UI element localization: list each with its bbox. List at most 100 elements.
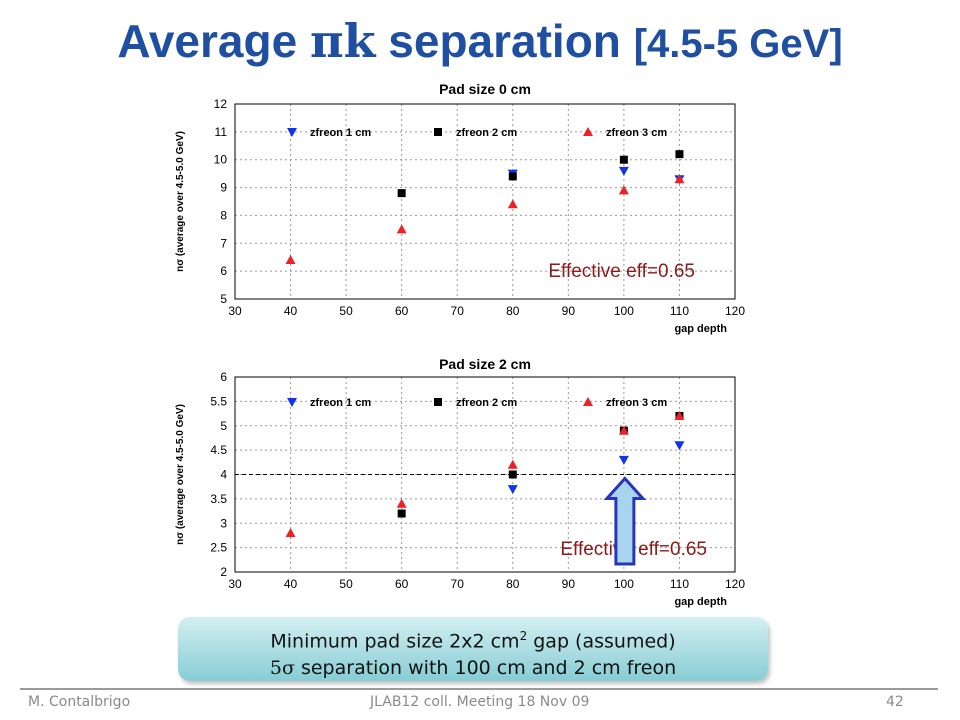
slide-title-text: Average πk separation [4.5-5 GeV] <box>117 14 842 68</box>
x-tick-label: 50 <box>339 304 353 318</box>
x-tick-label: 80 <box>506 577 520 591</box>
y-tick-label: 3 <box>220 516 227 530</box>
data-point <box>397 509 406 518</box>
legend-label: zfreon 1 cm <box>310 127 371 139</box>
y-tick-label: 3.5 <box>210 492 227 506</box>
y-tick-label: 12 <box>214 97 228 111</box>
y-tick-labels: 2 2.5 3 3.5 4 4.5 5 5.5 6 <box>210 370 227 579</box>
y-tick-label: 10 <box>214 153 228 167</box>
x-tick-label: 60 <box>395 577 409 591</box>
legend-label: zfreon 2 cm <box>456 127 517 139</box>
title-main: separation <box>376 15 634 67</box>
data-point <box>396 498 407 508</box>
data-point <box>674 174 685 184</box>
legend-marker <box>287 128 297 137</box>
x-tick-label: 90 <box>562 577 576 591</box>
title-prefix: Average <box>117 15 310 67</box>
data-point <box>507 459 518 469</box>
conclusion-line-1: Minimum pad size 2x2 cm2 gap (assumed) <box>178 623 768 655</box>
data-point <box>508 172 517 181</box>
y-tick-label: 6 <box>220 370 227 384</box>
data-point <box>508 470 517 479</box>
footer-divider <box>20 688 938 690</box>
x-tick-label: 50 <box>339 577 353 591</box>
data-points <box>285 411 685 537</box>
x-tick-label: 60 <box>395 304 409 318</box>
y-tick-label: 8 <box>220 208 227 222</box>
x-tick-label: 100 <box>614 577 634 591</box>
legend-marker <box>434 398 442 406</box>
y-tick-label: 4.5 <box>210 443 227 457</box>
x-tick-label: 110 <box>670 304 689 318</box>
y-axis-label: nσ (average over 4.5-5.0 GeV) <box>175 131 186 272</box>
y-tick-label: 6 <box>220 264 227 278</box>
data-point <box>618 166 629 176</box>
conclusion-line-2: 5σ separation with 100 cm and 2 cm freon <box>178 655 768 682</box>
x-tick-labels: 30 40 50 60 70 80 90 100 110 120 <box>228 577 745 591</box>
x-tick-label: 100 <box>614 304 634 318</box>
x-tick-label: 80 <box>506 304 520 318</box>
plot-frame <box>234 103 736 300</box>
title-range: [4.5-5 GeV] <box>634 22 843 66</box>
y-tick-label: 5 <box>220 419 227 433</box>
data-points <box>285 150 685 264</box>
conclusion-line-1-sup: 2 <box>519 629 528 643</box>
plot-pad-0cm: 5 6 7 8 9 10 11 12 30 40 50 60 70 80 90 100 110 120 Pad … <box>175 81 745 335</box>
data-point <box>618 425 629 435</box>
footer-meeting: JLAB12 coll. Meeting 18 Nov 09 <box>370 694 590 710</box>
y-axis-label: nσ (average over 4.5-5.0 GeV) <box>175 404 186 545</box>
conclusion-line-2-symbol: 5σ <box>269 657 295 680</box>
legend: zfreon 1 cm zfreon 2 cm zfreon 3 cm <box>287 397 667 409</box>
y-tick-label: 5.5 <box>210 394 227 408</box>
y-tick-label: 2 <box>220 565 227 579</box>
data-point <box>618 185 629 195</box>
legend-label: zfreon 3 cm <box>606 397 667 409</box>
x-tick-label: 90 <box>562 304 576 318</box>
x-axis-label: gap depth <box>674 596 727 608</box>
legend-label: zfreon 1 cm <box>310 397 371 409</box>
y-tick-label: 4 <box>220 468 227 482</box>
legend: zfreon 1 cm zfreon 2 cm zfreon 3 cm <box>287 127 667 139</box>
conclusion-line-1-text: Minimum pad size 2x2 cm <box>270 630 520 653</box>
x-tick-label: 110 <box>670 577 689 591</box>
data-point <box>285 255 296 264</box>
data-point <box>674 441 685 451</box>
x-tick-label: 30 <box>228 577 242 591</box>
x-tick-label: 70 <box>451 304 465 318</box>
x-tick-label: 40 <box>284 577 298 591</box>
footer-page-number: 42 <box>886 694 904 710</box>
conclusion-line-2-rest: separation with 100 cm and 2 cm freon <box>294 657 677 680</box>
plot-pad-2cm: 2 2.5 3 3.5 4 4.5 5 5.5 6 30 40 50 60 70 80 90 100 110 12… <box>175 356 745 608</box>
x-tick-label: 30 <box>228 304 242 318</box>
legend-label: zfreon 3 cm <box>606 127 667 139</box>
highlight-arrow <box>603 476 647 566</box>
data-point <box>675 150 684 159</box>
x-tick-label: 40 <box>284 304 298 318</box>
data-point <box>396 224 407 234</box>
data-point <box>619 155 628 164</box>
y-tick-label: 11 <box>215 125 228 139</box>
legend-label: zfreon 2 cm <box>456 397 517 409</box>
plot-title: Pad size 2 cm <box>439 356 531 372</box>
data-point <box>674 411 685 420</box>
data-point <box>507 199 518 209</box>
conclusion-box: Minimum pad size 2x2 cm2 gap (assumed) 5… <box>178 617 768 681</box>
y-tick-label: 5 <box>220 292 227 306</box>
data-point <box>397 189 406 198</box>
slide-title: Average πk separation [4.5-5 GeV] <box>117 14 842 68</box>
grid-lines <box>235 104 735 299</box>
y-tick-labels: 5 6 7 8 9 10 11 12 <box>214 97 228 306</box>
y-tick-label: 7 <box>220 236 227 250</box>
data-point <box>618 455 629 465</box>
x-tick-label: 70 <box>451 577 465 591</box>
y-tick-label: 2.5 <box>210 541 227 555</box>
data-point <box>285 528 296 537</box>
footer-author: M. Contalbrigo <box>28 694 131 710</box>
conclusion-line-1-rest: gap (assumed) <box>527 630 676 653</box>
y-tick-label: 9 <box>220 181 227 195</box>
legend-marker <box>287 398 297 407</box>
data-point <box>507 485 518 495</box>
x-tick-labels: 30 40 50 60 70 80 90 100 110 120 <box>228 304 745 318</box>
legend-marker <box>434 128 442 136</box>
x-tick-label: 120 <box>725 577 745 591</box>
